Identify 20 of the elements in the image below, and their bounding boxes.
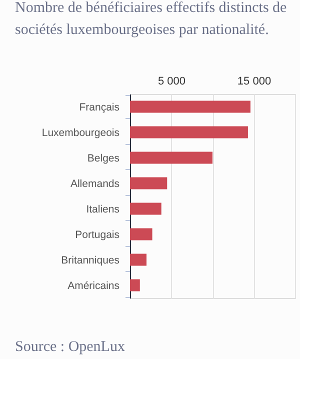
- y-tick-label: Français: [79, 101, 120, 114]
- y-tick-label: Belges: [87, 152, 120, 164]
- x-tick-label: 15 000: [237, 76, 272, 88]
- bar: [130, 228, 152, 240]
- y-tick-label: Italiens: [86, 203, 120, 216]
- y-tick-label: Britanniques: [61, 254, 120, 266]
- chart-title: Nombre de bénéficiaires effectifs distincts de sociétés luxembourgeoises par nationalité.: [15, 0, 288, 38]
- bar: [130, 126, 248, 138]
- bar: [130, 152, 212, 164]
- source-note: Source : OpenLux: [15, 339, 126, 355]
- y-tick-label: Américains: [68, 280, 120, 292]
- bar: [130, 254, 146, 266]
- bar: [130, 279, 140, 292]
- bar: [130, 202, 162, 215]
- x-tick-label: 5 000: [158, 76, 186, 88]
- y-tick-label: Luxembourgeois: [42, 126, 120, 139]
- bar: [130, 177, 168, 190]
- y-tick-label: Portugais: [75, 228, 120, 241]
- y-tick-label: Allemands: [70, 178, 120, 190]
- bar: [130, 100, 250, 113]
